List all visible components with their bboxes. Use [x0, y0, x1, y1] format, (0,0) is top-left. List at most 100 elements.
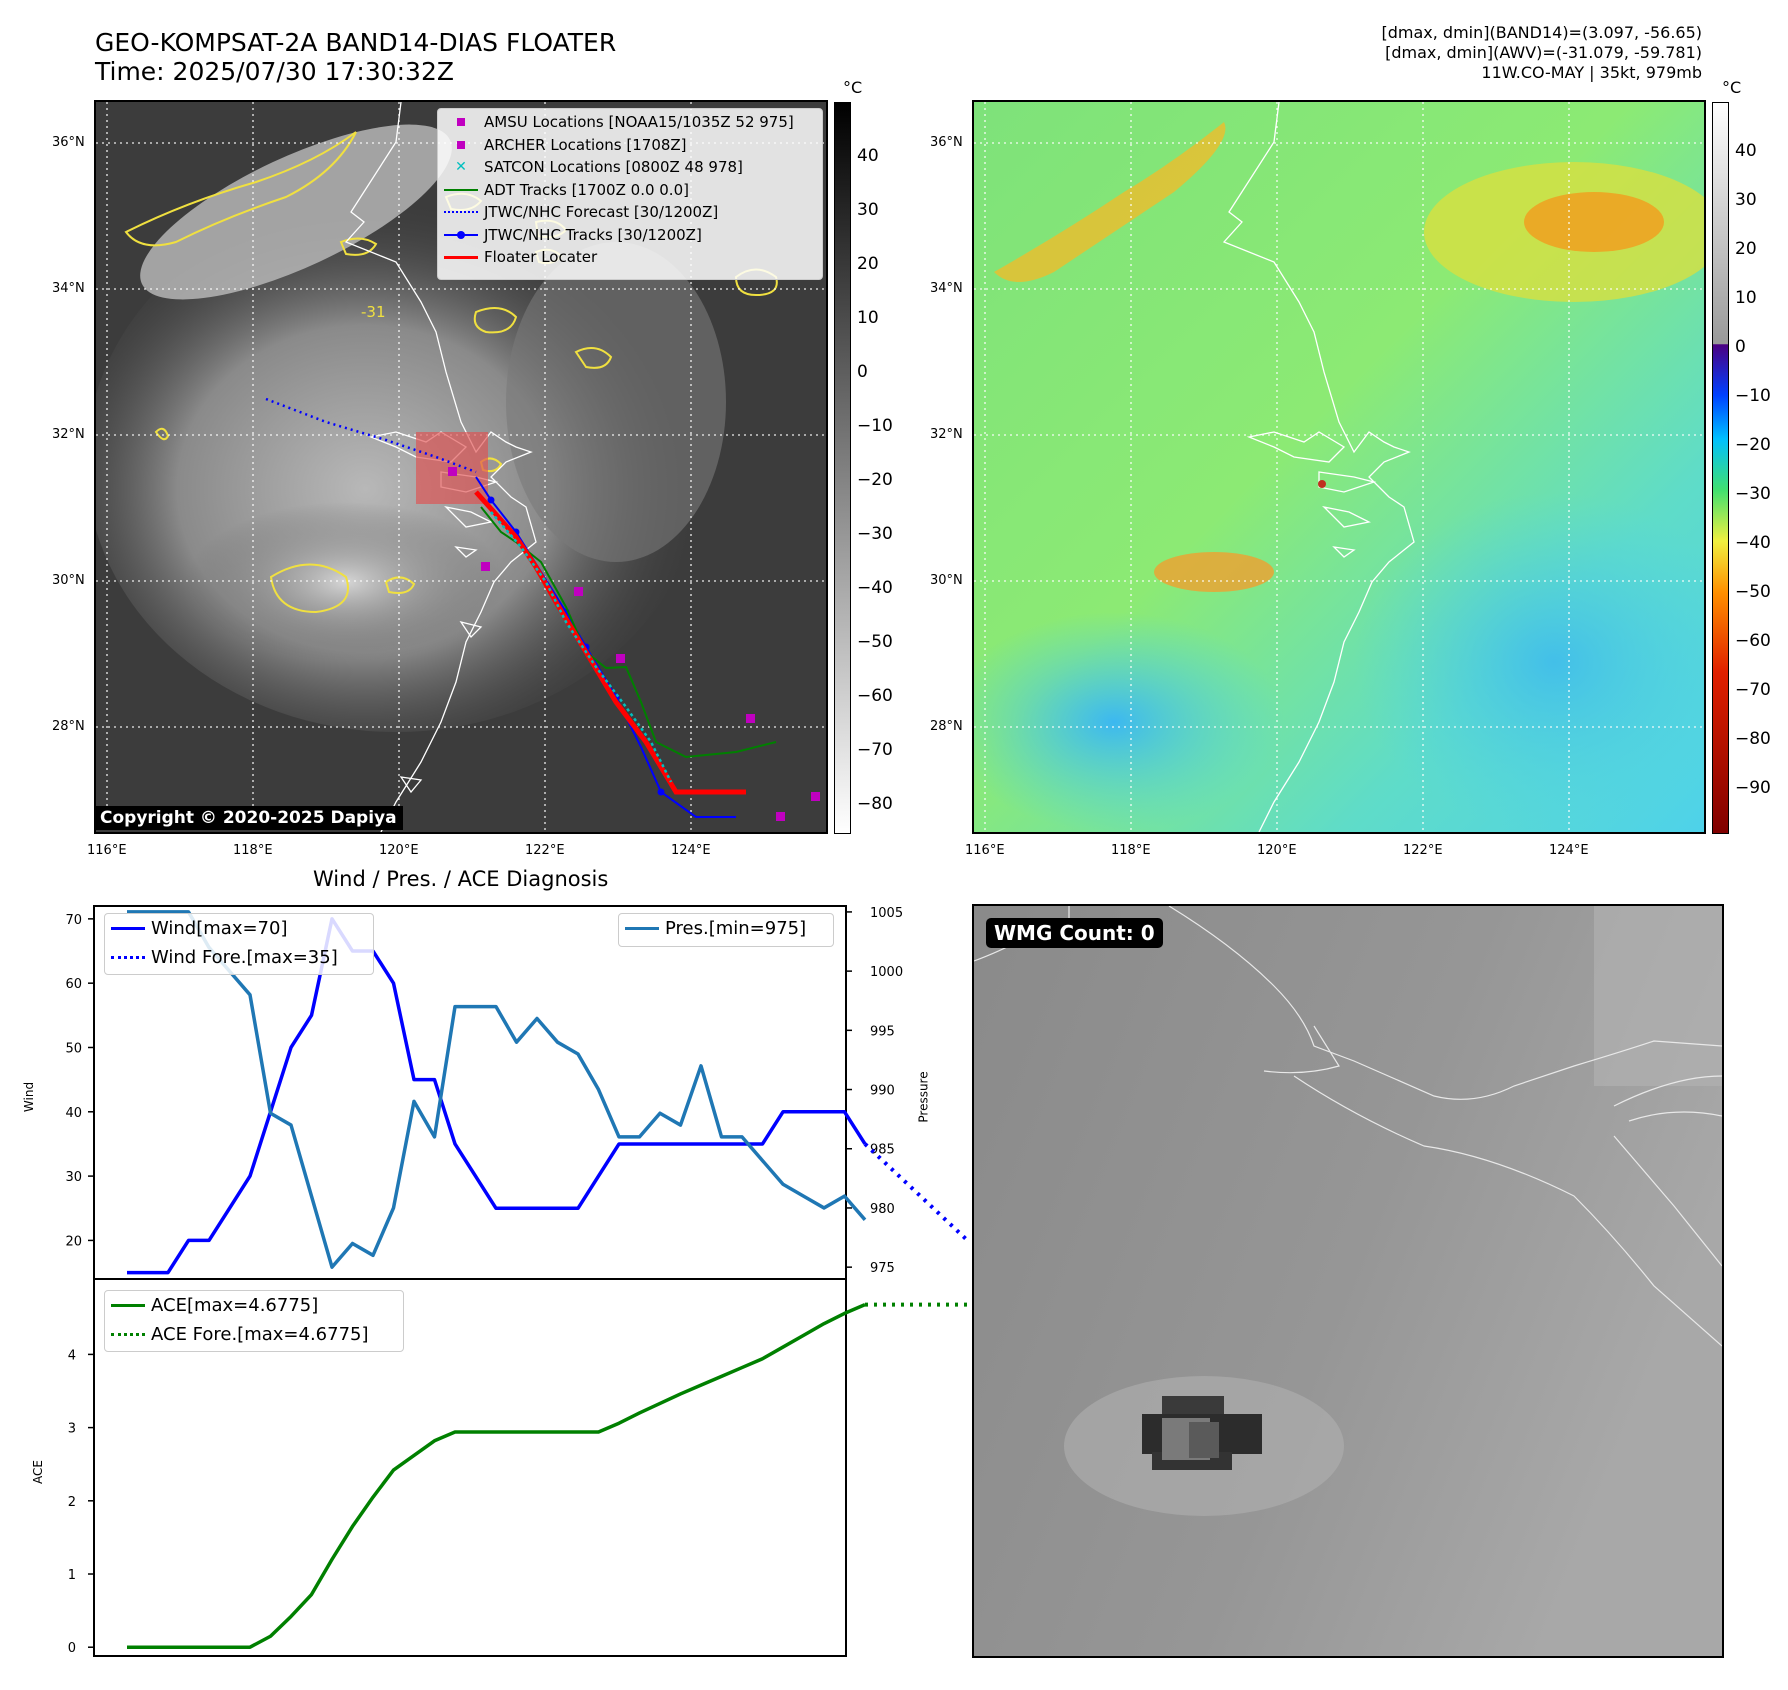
pressure-ylabel: Pressure	[916, 1071, 931, 1123]
ir-lat-32: 32°N	[52, 427, 85, 442]
adt-track	[480, 506, 777, 759]
ir-contour-label: -31	[361, 303, 386, 321]
wv-cb-tick: 40	[1735, 141, 1757, 161]
ir-cb-tick: −60	[857, 686, 893, 706]
pressure-ytick-label: 1005	[870, 906, 903, 921]
ace-ylabel: ACE	[30, 1460, 45, 1484]
pressure-ytick-label: 980	[870, 1202, 895, 1217]
wv-storm-center	[1318, 480, 1326, 488]
ir-cb-tick: −80	[857, 794, 893, 814]
wv-cb-tick: −80	[1735, 729, 1771, 749]
ir-colorbar	[834, 102, 851, 834]
wmg-count-badge: WMG Count: 0	[986, 918, 1163, 948]
ir-lon-122: 122°E	[525, 843, 565, 858]
wv-lon-124: 124°E	[1549, 843, 1589, 858]
wv-cb-tick: −70	[1735, 680, 1771, 700]
pressure-ytick-label: 975	[870, 1261, 895, 1276]
copyright-badge: Copyright © 2020-2025 Dapiya	[96, 806, 403, 830]
wind-ytick-label: 30	[65, 1170, 82, 1185]
diag-title: Wind / Pres. / ACE Diagnosis	[313, 867, 609, 891]
legend-item-satcon: ✕ SATCON Locations [0800Z 48 978]	[455, 158, 743, 177]
wv-lon-118: 118°E	[1111, 843, 1151, 858]
chart-title: GEO-KOMPSAT-2A BAND14-DIAS FLOATER	[95, 28, 617, 57]
wv-gridlines	[974, 102, 1704, 832]
pressure-ytick-label: 1000	[870, 965, 903, 980]
legend-item-adt: ADT Tracks [1700Z 0.0 0.0]	[438, 179, 822, 202]
wind-ytick-label: 50	[65, 1041, 82, 1056]
ir-cb-tick: 10	[857, 308, 879, 328]
ir-cloud-north	[140, 124, 452, 300]
pressure-legend: Pres.[min=975]	[618, 913, 834, 947]
ir-lon-124: 124°E	[671, 843, 711, 858]
ace-line	[127, 1303, 866, 1649]
pressure-ytick-label: 990	[870, 1084, 895, 1099]
ir-colorbar-unit: °C	[843, 78, 863, 97]
wv-cb-tick: 0	[1735, 337, 1746, 357]
wv-lat-32: 32°N	[930, 427, 963, 442]
wv-dry-region-east	[1354, 492, 1704, 832]
legend-item-wind-forecast: Wind Fore.[max=35]	[105, 943, 373, 972]
chart-time: Time: 2025/07/30 17:30:32Z	[95, 57, 454, 86]
ace-ytick-label: 0	[68, 1641, 76, 1656]
wv-cb-tick: −60	[1735, 631, 1771, 651]
ir-legend: AMSU Locations [NOAA15/1035Z 52 975] ARC…	[437, 108, 823, 280]
ir-lat-36: 36°N	[52, 135, 85, 150]
wv-cb-tick: −90	[1735, 778, 1771, 798]
wv-lat-34: 34°N	[930, 281, 963, 296]
stats-storm: 11W.CO-MAY | 35kt, 979mb	[1481, 63, 1702, 82]
wv-dry-region	[974, 612, 1284, 832]
wv-map-svg	[974, 102, 1704, 832]
ir-cb-tick: 40	[857, 146, 879, 166]
ace-ytick-label: 2	[68, 1495, 76, 1510]
wv-map-panel	[972, 100, 1706, 834]
wv-cb-tick: −10	[1735, 386, 1771, 406]
wmg-svg	[974, 906, 1722, 1656]
wind-ytick-label: 60	[65, 977, 82, 992]
ir-cb-tick: −70	[857, 740, 893, 760]
pressure-ytick-label: 995	[870, 1024, 895, 1039]
wv-moist-spot	[1154, 552, 1274, 592]
wv-cb-tick: −50	[1735, 582, 1771, 602]
ir-lon-116: 116°E	[87, 843, 127, 858]
wind-legend: Wind[max=70] Wind Fore.[max=35]	[104, 913, 374, 975]
wv-cb-tick: −40	[1735, 533, 1771, 553]
wind-ytick-label: 40	[65, 1106, 82, 1121]
wv-cb-tick: 30	[1735, 190, 1757, 210]
ir-lat-34: 34°N	[52, 281, 85, 296]
wv-colorbar-unit: °C	[1722, 78, 1742, 97]
wv-lat-28: 28°N	[930, 719, 963, 734]
ir-cb-tick: 30	[857, 200, 879, 220]
ir-lon-120: 120°E	[379, 843, 419, 858]
ace-ytick-label: 3	[68, 1422, 76, 1437]
wv-lon-116: 116°E	[965, 843, 1005, 858]
wv-colorbar	[1712, 102, 1729, 834]
diag-marks: 20 30 40 50 60 70 975 980 985 990 995 1000 1005 0 1 2 3 4	[65, 905, 969, 1657]
ir-cb-tick: −20	[857, 470, 893, 490]
wmg-panel: WMG Count: 0	[972, 904, 1724, 1658]
legend-item-jtwc-tracks: JTWC/NHC Tracks [30/1200Z]	[438, 224, 822, 247]
wv-cb-tick: −30	[1735, 484, 1771, 504]
wv-cb-tick: 10	[1735, 288, 1757, 308]
legend-item-amsu: AMSU Locations [NOAA15/1035Z 52 975]	[438, 111, 822, 134]
legend-item-wind: Wind[max=70]	[105, 914, 373, 943]
stats-band14: [dmax, dmin](BAND14)=(3.097, -56.65)	[1381, 23, 1703, 42]
jtwc-forecast-track	[265, 397, 477, 474]
ace-legend: ACE[max=4.6775] ACE Fore.[max=4.6775]	[104, 1290, 404, 1352]
ir-lat-28: 28°N	[52, 719, 85, 734]
ir-cloud-east	[506, 242, 726, 562]
legend-item-floater: Floater Locater	[438, 246, 822, 269]
wv-lat-30: 30°N	[930, 573, 963, 588]
pressure-ytick-label: 985	[870, 1143, 895, 1158]
wind-ytick-label: 20	[65, 1234, 82, 1249]
ir-map-panel: -31 AMSU Locations	[94, 100, 828, 834]
ir-lon-118: 118°E	[233, 843, 273, 858]
ir-cb-tick: 0	[857, 362, 868, 382]
wv-moist-core	[1524, 192, 1664, 252]
wv-cb-tick: 20	[1735, 239, 1757, 259]
fix-markers	[448, 467, 820, 821]
ir-cb-tick: −50	[857, 632, 893, 652]
wv-moist-band	[994, 122, 1226, 282]
ir-cb-tick: 20	[857, 254, 879, 274]
wv-lon-122: 122°E	[1403, 843, 1443, 858]
legend-item-archer: ARCHER Locations [1708Z]	[438, 134, 822, 157]
